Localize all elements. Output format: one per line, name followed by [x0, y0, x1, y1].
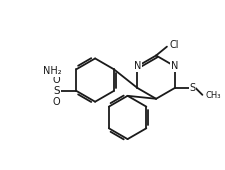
Text: O: O — [53, 75, 60, 85]
Text: S: S — [189, 83, 195, 93]
Text: S: S — [53, 86, 60, 96]
Text: NH₂: NH₂ — [43, 66, 62, 76]
Text: N: N — [133, 61, 140, 71]
Text: N: N — [170, 61, 178, 71]
Text: Cl: Cl — [169, 40, 179, 50]
Text: CH₃: CH₃ — [205, 91, 220, 100]
Text: O: O — [53, 97, 60, 107]
